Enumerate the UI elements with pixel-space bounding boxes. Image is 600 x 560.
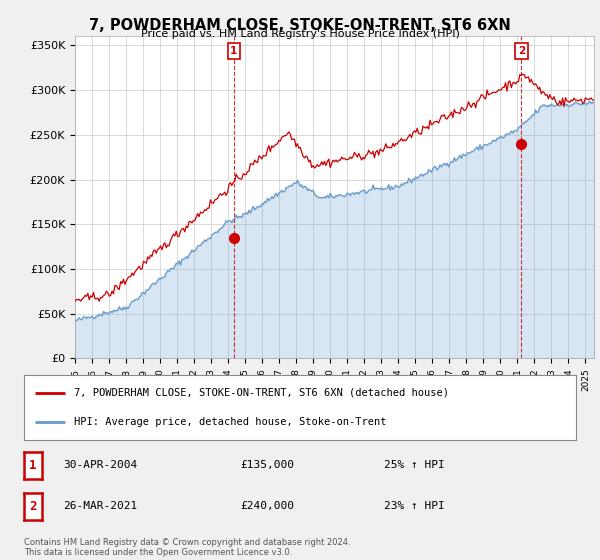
Text: 30-APR-2004: 30-APR-2004 — [63, 460, 137, 470]
Text: 23% ↑ HPI: 23% ↑ HPI — [384, 501, 445, 511]
Text: 2: 2 — [29, 500, 37, 513]
Text: 25% ↑ HPI: 25% ↑ HPI — [384, 460, 445, 470]
Text: HPI: Average price, detached house, Stoke-on-Trent: HPI: Average price, detached house, Stok… — [74, 417, 386, 427]
Text: Price paid vs. HM Land Registry's House Price Index (HPI): Price paid vs. HM Land Registry's House … — [140, 29, 460, 39]
Text: 7, POWDERHAM CLOSE, STOKE-ON-TRENT, ST6 6XN (detached house): 7, POWDERHAM CLOSE, STOKE-ON-TRENT, ST6 … — [74, 388, 449, 398]
Text: 1: 1 — [230, 46, 238, 56]
Text: 1: 1 — [29, 459, 37, 472]
Text: Contains HM Land Registry data © Crown copyright and database right 2024.
This d: Contains HM Land Registry data © Crown c… — [24, 538, 350, 557]
Text: £135,000: £135,000 — [240, 460, 294, 470]
Text: 26-MAR-2021: 26-MAR-2021 — [63, 501, 137, 511]
Text: 2: 2 — [518, 46, 525, 56]
Text: 7, POWDERHAM CLOSE, STOKE-ON-TRENT, ST6 6XN: 7, POWDERHAM CLOSE, STOKE-ON-TRENT, ST6 … — [89, 18, 511, 34]
Text: £240,000: £240,000 — [240, 501, 294, 511]
